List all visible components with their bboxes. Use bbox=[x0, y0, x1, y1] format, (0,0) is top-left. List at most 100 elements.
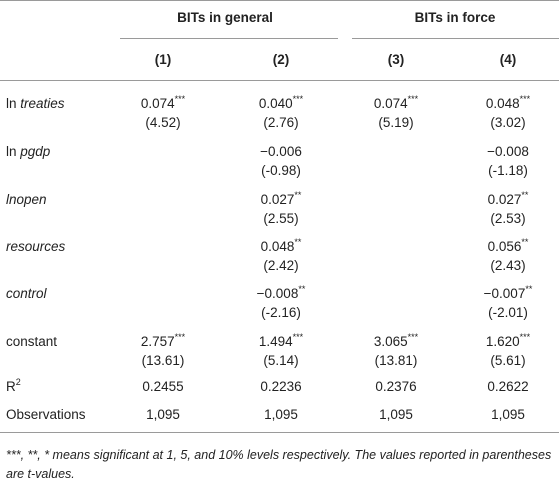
significance-stars: *** bbox=[292, 93, 304, 104]
coefficient-cell: 0.056** bbox=[487, 236, 529, 255]
group-header-general: BITs in general bbox=[177, 10, 273, 25]
column-header-4: (4) bbox=[499, 52, 517, 67]
coefficient-value: 2.757 bbox=[140, 334, 175, 349]
coefficient-value: 0.074 bbox=[140, 96, 175, 111]
column-header-2: (2) bbox=[272, 52, 290, 67]
table-footnote: ***, **, * means significant at 1, 5, an… bbox=[6, 448, 552, 481]
coefficient-value: 0.074 bbox=[373, 96, 408, 111]
coefficient-value: 0.056 bbox=[487, 239, 522, 254]
coefficient-value: 0.040 bbox=[258, 96, 293, 111]
coefficient-cell: 2.757*** bbox=[140, 331, 186, 350]
observations-label: Observations bbox=[6, 407, 86, 422]
significance-stars: *** bbox=[174, 93, 186, 104]
significance-stars: ** bbox=[294, 236, 302, 247]
t-value-cell: (-0.98) bbox=[261, 163, 301, 178]
t-value-cell: (2.55) bbox=[263, 211, 299, 226]
row-label-prefix: ln bbox=[6, 144, 21, 159]
coefficient-cell: 0.074*** bbox=[140, 93, 186, 112]
coefficient-value: 1.494 bbox=[258, 334, 293, 349]
coefficient-value: −0.008 bbox=[256, 286, 299, 301]
coefficient-value: 1.620 bbox=[485, 334, 520, 349]
bottom-rule bbox=[0, 432, 559, 433]
coefficient-cell: 1.620*** bbox=[485, 331, 531, 350]
row-label-variable: lnopen bbox=[6, 192, 47, 207]
top-rule bbox=[0, 0, 559, 1]
coefficient-value: 0.027 bbox=[260, 192, 295, 207]
coefficient-cell: −0.007** bbox=[483, 283, 533, 302]
coefficient-cell: 0.074*** bbox=[373, 93, 419, 112]
group-header-force: BITs in force bbox=[414, 10, 496, 25]
column-header-3: (3) bbox=[387, 52, 405, 67]
coefficient-value: 0.048 bbox=[485, 96, 520, 111]
significance-stars: *** bbox=[519, 331, 531, 342]
row-label-variable: control bbox=[6, 286, 47, 301]
t-value-cell: (3.02) bbox=[490, 115, 526, 130]
significance-stars: ** bbox=[525, 283, 533, 294]
t-value-cell: (13.61) bbox=[141, 353, 185, 368]
r2-value-3: 0.2376 bbox=[375, 379, 417, 394]
r2-label: R2 bbox=[6, 376, 21, 395]
column-header-1: (1) bbox=[154, 52, 172, 67]
coefficient-cell: 0.040*** bbox=[258, 93, 304, 112]
row-label: ln pgdp bbox=[6, 144, 50, 160]
row-label: resources bbox=[6, 239, 65, 255]
coefficient-cell: 1.494*** bbox=[258, 331, 304, 350]
significance-stars: *** bbox=[519, 93, 531, 104]
observations-value-3: 1,095 bbox=[379, 407, 413, 422]
observations-value-1: 1,095 bbox=[146, 407, 180, 422]
row-label: control bbox=[6, 286, 47, 302]
row-label: constant bbox=[6, 334, 57, 350]
coefficient-cell: 0.027** bbox=[487, 189, 529, 208]
t-value-cell: (5.19) bbox=[378, 115, 414, 130]
t-value-cell: (-2.16) bbox=[261, 305, 301, 320]
coefficient-cell: 0.048*** bbox=[485, 93, 531, 112]
t-value-cell: (13.81) bbox=[374, 353, 418, 368]
coefficient-cell: −0.006 bbox=[260, 144, 302, 160]
r2-label-sup: 2 bbox=[15, 376, 21, 387]
significance-stars: ** bbox=[294, 189, 302, 200]
coefficient-cell: 0.048** bbox=[260, 236, 302, 255]
coefficient-value: 0.027 bbox=[487, 192, 522, 207]
row-label: lnopen bbox=[6, 192, 47, 208]
group-underline-general bbox=[120, 38, 338, 39]
group-underline-force bbox=[352, 38, 559, 39]
coefficient-value: −0.008 bbox=[487, 144, 529, 159]
t-value-cell: (5.61) bbox=[490, 353, 526, 368]
row-label-variable: treaties bbox=[20, 96, 65, 111]
r2-label-text: R bbox=[6, 379, 16, 394]
header-rule bbox=[0, 80, 559, 81]
t-value-cell: (2.42) bbox=[263, 258, 299, 273]
row-label-prefix: constant bbox=[6, 334, 58, 349]
t-value-cell: (2.76) bbox=[263, 115, 299, 130]
t-value-cell: (4.52) bbox=[145, 115, 181, 130]
significance-stars: *** bbox=[174, 331, 186, 342]
coefficient-cell: 0.027** bbox=[260, 189, 302, 208]
row-label-prefix: ln bbox=[6, 96, 21, 111]
coefficient-value: 3.065 bbox=[373, 334, 408, 349]
significance-stars: *** bbox=[292, 331, 304, 342]
t-value-cell: (2.43) bbox=[490, 258, 526, 273]
coefficient-cell: 3.065*** bbox=[373, 331, 419, 350]
row-label: ln treaties bbox=[6, 96, 65, 112]
coefficient-cell: −0.008 bbox=[487, 144, 529, 160]
row-label-variable: resources bbox=[6, 239, 66, 254]
t-value-cell: (5.14) bbox=[263, 353, 299, 368]
t-value-cell: (2.53) bbox=[490, 211, 526, 226]
row-label-variable: pgdp bbox=[20, 144, 51, 159]
significance-stars: ** bbox=[298, 283, 306, 294]
t-value-cell: (-2.01) bbox=[488, 305, 528, 320]
coefficient-value: 0.048 bbox=[260, 239, 295, 254]
significance-stars: *** bbox=[407, 93, 419, 104]
r2-value-2: 0.2236 bbox=[260, 379, 302, 394]
r2-value-1: 0.2455 bbox=[142, 379, 184, 394]
significance-stars: ** bbox=[521, 189, 529, 200]
observations-value-4: 1,095 bbox=[491, 407, 525, 422]
significance-stars: *** bbox=[407, 331, 419, 342]
significance-stars: ** bbox=[521, 236, 529, 247]
r2-value-4: 0.2622 bbox=[487, 379, 529, 394]
coefficient-value: −0.006 bbox=[260, 144, 302, 159]
t-value-cell: (-1.18) bbox=[488, 163, 528, 178]
observations-value-2: 1,095 bbox=[264, 407, 298, 422]
coefficient-value: −0.007 bbox=[483, 286, 526, 301]
coefficient-cell: −0.008** bbox=[256, 283, 306, 302]
